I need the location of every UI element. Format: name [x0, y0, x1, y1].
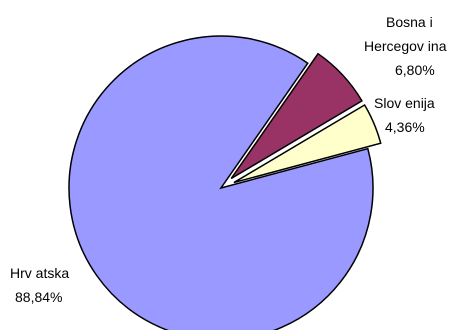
label-bih-line1: Bosna i — [386, 14, 433, 30]
value-hrvatska: 88,84% — [15, 289, 62, 305]
slice-slovenija — [233, 103, 382, 184]
slice-hrvatska — [68, 35, 374, 330]
value-slovenija: 4,36% — [385, 119, 425, 135]
value-bih: 6,80% — [395, 62, 435, 78]
slice-bih — [230, 52, 363, 180]
label-hrvatska: Hrv atska — [10, 265, 69, 281]
label-bih-line2: Hercegov ina — [364, 38, 447, 54]
pie-slices — [68, 35, 382, 330]
label-slovenija: Slov enija — [374, 95, 435, 111]
